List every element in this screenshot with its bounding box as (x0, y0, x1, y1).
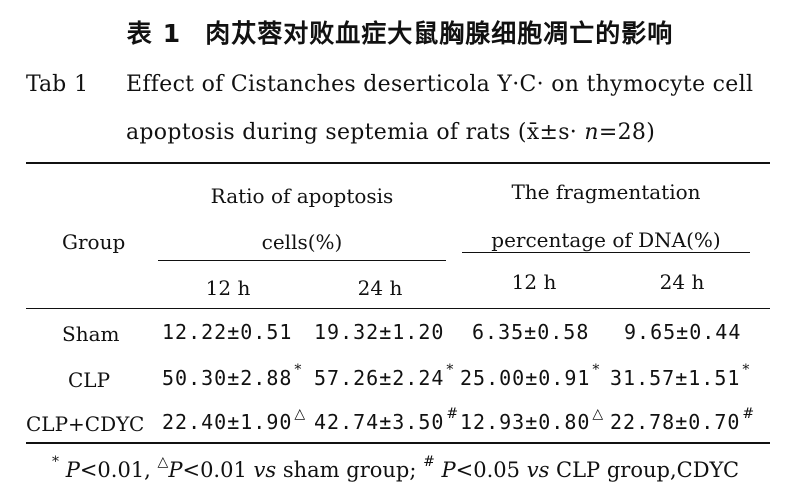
cell-clp-cdyc-dna-24h: 22.78±0.70 # (610, 406, 756, 434)
footnote-p3-value: <0.05 (455, 458, 521, 482)
footnote-vs1: vs (253, 458, 277, 482)
subheader-apoptosis-24h: 24 h (357, 276, 403, 300)
footnote-mark-triangle: △ (157, 454, 169, 470)
caption-english-line-2: apoptosis during septemia of rats (x̄±s·… (126, 120, 766, 145)
cell-clp-cdyc-dna-12h: 12.93±0.80 △ (460, 406, 605, 434)
caption-tab-number: 1 (74, 72, 89, 97)
row-group-clp: CLP (68, 368, 111, 392)
header-apoptosis-line-2: cells(%) (261, 230, 343, 254)
table-caption-chinese: 表 1 肉苁蓉对败血症大鼠胸腺细胞凋亡的影响 (0, 14, 800, 50)
header-bottom-rule (26, 308, 770, 309)
cell-sham-dna-24h: 9.65±0.44 (624, 320, 742, 344)
header-apoptosis-line-1: Ratio of apoptosis (210, 184, 394, 208)
subheader-dna-24h: 24 h (659, 270, 705, 294)
footnote-p3: P (441, 458, 456, 482)
footnote-p1: P (65, 458, 80, 482)
footnote-p1-value: <0.01, (79, 458, 151, 482)
cell-clp-cdyc-apoptosis-24h: 42.74±3.50 # (314, 406, 460, 434)
table-top-rule (26, 162, 770, 164)
cell-sham-apoptosis-24h: 19.32±1.20 (314, 320, 445, 344)
footnote-mark-asterisk: * (52, 454, 59, 470)
cell-clp-apoptosis-24h: 57.26±2.24 * (314, 362, 455, 390)
header-group: Group (62, 230, 126, 254)
header-dna-line-2: percentage of DNA(%) (491, 228, 721, 252)
caption-en-stat: x̄±s (526, 120, 570, 145)
footnote-p2: P (168, 458, 183, 482)
cell-clp-dna-24h: 31.57±1.51 * (610, 362, 751, 390)
caption-en-n-value: =28) (598, 120, 656, 145)
caption-cn-number: 1 (162, 19, 182, 48)
table-footnote: * P<0.01, △P<0.01 vs sham group; # P<0.0… (52, 454, 740, 482)
caption-cn-title: 肉苁蓉对败血症大鼠胸腺细胞凋亡的影响 (205, 19, 674, 48)
row-group-clp-cdyc: CLP+CDYC (26, 412, 145, 436)
cell-clp-cdyc-apoptosis-12h: 22.40±1.90 △ (162, 406, 307, 434)
footnote-mark-hash: # (423, 454, 435, 470)
cell-clp-apoptosis-12h: 50.30±2.88 * (162, 362, 303, 390)
caption-en-n: n (584, 120, 599, 145)
caption-cn-label: 表 (126, 19, 153, 48)
subheader-apoptosis-12h: 12 h (205, 276, 251, 300)
footnote-p2-value: <0.01 (182, 458, 247, 482)
footnote-text1: sham group; (282, 458, 417, 482)
footnote-text2: CLP group,CDYC (556, 458, 740, 482)
group1-underline (158, 260, 446, 261)
cell-sham-dna-12h: 6.35±0.58 (472, 320, 590, 344)
caption-en-prefix: apoptosis during septemia of rats ( (126, 120, 527, 145)
subheader-dna-12h: 12 h (511, 270, 557, 294)
cell-sham-apoptosis-12h: 12.22±0.51 (162, 320, 293, 344)
caption-tab-word: Tab (26, 72, 67, 97)
row-group-sham: Sham (62, 322, 120, 346)
group2-underline (462, 252, 750, 253)
caption-tab-label: Tab 1 (26, 72, 88, 97)
caption-en-n-sep: · (569, 120, 585, 145)
cell-clp-dna-12h: 25.00±0.91 * (460, 362, 601, 390)
header-dna-line-1: The fragmentation (511, 180, 701, 204)
table-bottom-rule (26, 442, 770, 444)
caption-english-line-1: Effect of Cistanches deserticola Y·C· on… (126, 72, 754, 97)
footnote-vs2: vs (526, 458, 550, 482)
